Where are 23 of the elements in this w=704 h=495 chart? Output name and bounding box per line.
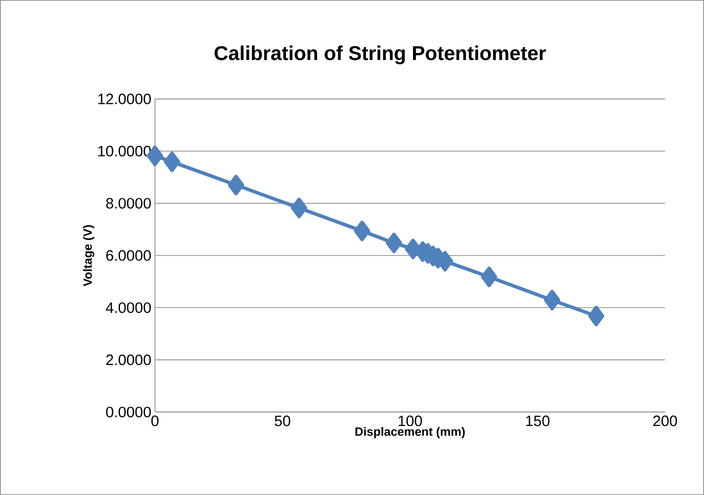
point [386,232,402,254]
y-tick-label: 12.0000 [98,94,151,104]
x-tick-label: 0 [151,416,159,426]
y-axis-title: Voltage (V) [83,225,94,286]
x-tick-label: 150 [526,416,550,426]
point [480,266,498,288]
y-tick-label: 10.0000 [98,146,151,156]
point [164,152,180,172]
point [544,290,560,310]
point [290,198,308,218]
point [228,174,244,196]
chart-title: Calibration of String Potentiometer [214,46,546,64]
point [354,220,370,242]
x-axis-title: Displacement (mm) [355,427,465,438]
point [588,306,604,326]
y-tick-label: 8.0000 [106,198,151,209]
x-tick-label: 100 [398,416,422,426]
y-tick-label: 6.0000 [106,250,151,261]
y-tick-label: 2.0000 [106,354,151,366]
x-tick-label: 50 [274,416,290,426]
y-tick-label: 4.0000 [106,302,151,313]
x-tick-label: 200 [653,416,678,426]
y-tick-label: 0.0000 [106,406,151,418]
